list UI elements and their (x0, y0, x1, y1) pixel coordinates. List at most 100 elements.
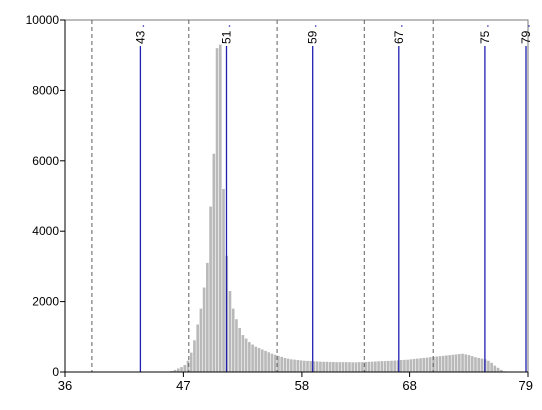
histogram-bar (351, 362, 355, 372)
histogram-bar (341, 362, 345, 372)
histogram-bar (396, 360, 400, 372)
blue-marker-lines: 43 51 59 67 75 79 (133, 25, 533, 372)
marker-label: 67 (392, 30, 406, 44)
histogram-bar (180, 367, 183, 372)
histogram-bar (435, 356, 439, 372)
histogram-bar (241, 335, 245, 372)
histogram-bar (189, 352, 193, 372)
y-tick-label: 6000 (32, 154, 59, 168)
x-ticks: 36 47 58 68 79 (58, 372, 533, 393)
x-tick-label: 79 (519, 378, 533, 393)
histogram-bar (470, 356, 474, 372)
y-tick-label: 4000 (32, 224, 59, 238)
plot-border (64, 19, 529, 373)
marker-label: 51 (220, 30, 234, 44)
histogram-bar (193, 340, 196, 372)
histogram-bar (496, 367, 500, 372)
histogram-bar (354, 362, 358, 372)
histogram-bar (490, 362, 493, 372)
histogram-bar (212, 153, 216, 372)
y-ticks: 0 2000 4000 6000 8000 10000 (26, 13, 65, 379)
histogram-bar (409, 359, 413, 372)
x-tick-label: 36 (58, 378, 72, 393)
histogram-bar (338, 362, 342, 372)
marker-dot (142, 25, 145, 27)
histogram-bar (231, 308, 235, 372)
histogram-bar (445, 355, 448, 372)
histogram-bar (286, 358, 290, 372)
histogram-bar (328, 361, 332, 372)
histogram-bar (244, 338, 248, 372)
histogram-bar (403, 359, 406, 372)
histogram-bar (264, 350, 267, 372)
histogram-bar (235, 319, 238, 372)
histogram-bar (367, 361, 371, 372)
histogram-bar (238, 328, 241, 372)
histogram-bar (283, 357, 287, 372)
histogram-bar (322, 361, 325, 372)
histogram-bar (448, 355, 451, 372)
histogram-bar (173, 369, 177, 372)
marker-label: 43 (133, 30, 147, 44)
histogram-bar (306, 360, 309, 372)
histogram-bar (218, 44, 222, 372)
histogram-bar (215, 48, 219, 372)
y-tick-label: 2000 (32, 295, 59, 309)
histogram-bar (438, 356, 442, 372)
histogram-bar (390, 360, 393, 372)
histogram-bar (209, 206, 212, 372)
histogram-bar (458, 354, 461, 372)
histogram-bar (454, 354, 458, 372)
histogram-bar (267, 352, 271, 372)
histogram-bar (170, 370, 174, 372)
histogram-bar (199, 308, 203, 372)
dashed-marker-lines (91, 20, 434, 372)
histogram-bar (348, 362, 351, 372)
histogram-bar (302, 360, 306, 372)
histogram-bar (380, 361, 384, 372)
histogram-bar (399, 360, 403, 372)
x-tick-label: 68 (402, 378, 416, 393)
histogram-bar (183, 364, 187, 372)
axes (64, 20, 528, 373)
histogram-bar (257, 348, 261, 372)
histogram-bar (416, 358, 419, 372)
histogram-bar (377, 361, 380, 372)
histogram-bar (280, 356, 283, 372)
histogram-bar (406, 359, 409, 372)
marker-dot (401, 25, 403, 27)
histogram-bar (370, 361, 374, 372)
histogram-bar (222, 188, 225, 372)
histogram-bar (361, 362, 364, 372)
histogram-bar (325, 361, 329, 372)
histogram-bars (170, 44, 506, 372)
histogram-bar (270, 353, 274, 372)
histogram-bar (422, 357, 426, 372)
marker-dot (528, 25, 530, 27)
histogram-bar (500, 369, 503, 372)
marker-dot (228, 25, 231, 27)
x-tick-label: 47 (176, 378, 190, 393)
marker-label: 75 (478, 30, 492, 44)
histogram-bar (290, 359, 293, 372)
marker-label: 79 (519, 30, 533, 44)
y-tick-label: 0 (52, 365, 59, 379)
histogram-bar (228, 291, 232, 372)
histogram-bar (493, 365, 497, 372)
x-tick-label: 58 (295, 378, 309, 393)
histogram-bar (248, 342, 251, 372)
histogram-bar (425, 357, 429, 372)
histogram-bar (176, 368, 180, 372)
histogram-bar (477, 357, 481, 372)
histogram-bar (196, 324, 199, 372)
histogram-bar (344, 362, 348, 372)
histogram-bar (277, 355, 280, 372)
histogram-bar (299, 360, 303, 372)
histogram-bar (412, 358, 416, 372)
histogram-bar (206, 262, 209, 372)
histogram-bar (319, 361, 322, 372)
histogram-bar (467, 355, 471, 372)
y-tick-label: 10000 (26, 13, 60, 27)
histogram-bar (461, 353, 464, 372)
